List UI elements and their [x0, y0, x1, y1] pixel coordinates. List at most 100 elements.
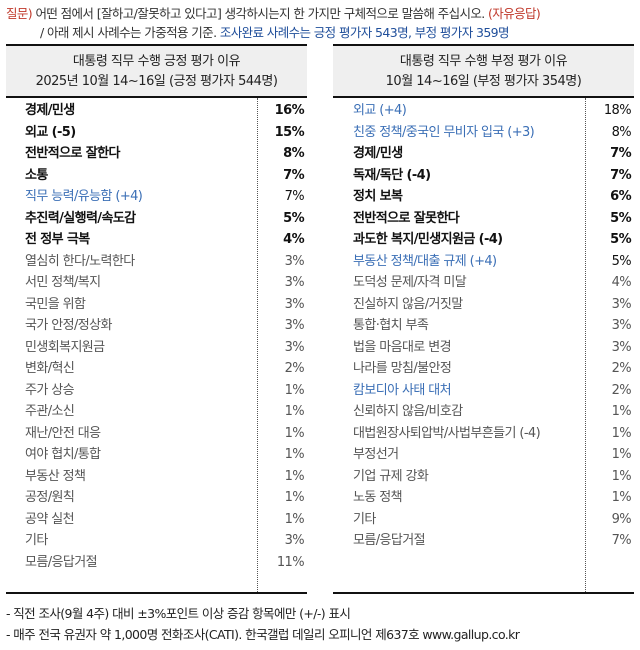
reason-percentage: 1% [611, 425, 632, 441]
reason-label: 기타 [353, 511, 376, 527]
table-row: 독재/독단 (-4) 7% [333, 165, 634, 187]
reason-percentage: 3% [284, 275, 305, 290]
table-row: 대법원장사퇴압박/사법부흔들기 (-4) 1% [333, 423, 634, 445]
reason-label: 전반적으로 잘한다 [25, 146, 120, 161]
table-row: 주가 상승 1% [6, 380, 307, 402]
reason-percentage: 2% [611, 361, 632, 376]
reason-percentage: 18% [603, 103, 632, 118]
reason-label: 외교 (-5) [25, 124, 76, 140]
reason-percentage: 2% [611, 382, 632, 398]
reason-percentage: 1% [611, 404, 632, 419]
reason-label: 모름/응답거절 [353, 533, 426, 548]
table-subtitle: 2025년 10월 14~16일 (긍정 평가자 544명) [35, 74, 278, 89]
reason-label: 기업 규제 강화 [353, 468, 429, 484]
reason-label: 친중 정책/중국인 무비자 입국 (+3) [353, 124, 535, 140]
reason-label: 대법원장사퇴압박/사법부흔들기 (-4) [353, 425, 541, 441]
table-row: 소통 7% [6, 165, 307, 187]
table-body: 경제/민생 16% 외교 (-5) 15% 전반적으로 잘한다 8% 소통 7% 직무 능력/유… [6, 98, 307, 594]
reason-percentage: 1% [611, 468, 632, 484]
footnote-source: - 매주 전국 유권자 약 1,000명 전화조사(CATI). 한국갤럽 데일… [6, 627, 520, 642]
reason-label: 직무 능력/유능함 (+4) [25, 189, 143, 204]
reason-label: 기타 [25, 533, 48, 548]
reason-label: 법을 마음대로 변경 [353, 339, 452, 355]
table-row: 모름/응답거절 11% [6, 552, 307, 574]
table-row: 외교 (-5) 15% [6, 122, 307, 144]
table-row: 과도한 복지/민생지원금 (-4) 5% [333, 229, 634, 251]
table-header: 대통령 직무 수행 부정 평가 이유 10월 14~16일 (부정 평가자 35… [333, 44, 634, 98]
table-row: 법을 마음대로 변경 3% [333, 337, 634, 359]
reason-label: 나라를 망침/불안정 [353, 361, 452, 376]
reason-label: 모름/응답거절 [25, 554, 98, 570]
table-row: 서민 정책/복지 3% [6, 272, 307, 294]
footnotes: - 직전 조사(9월 4주) 대비 ±3%포인트 이상 증감 항목에만 (+/-… [6, 603, 520, 645]
table-row: 전 정부 극복 4% [6, 229, 307, 251]
reason-percentage: 4% [283, 232, 304, 247]
table-row: 기타 9% [333, 509, 634, 531]
question-label: 질문) [6, 6, 33, 21]
reason-label: 추진력/실행력/속도감 [25, 210, 136, 226]
reason-label: 공약 실천 [25, 511, 75, 527]
reason-label: 여야 협치/통합 [25, 447, 101, 462]
reason-percentage: 7% [610, 146, 631, 161]
reason-percentage: 3% [611, 339, 632, 355]
table-body: 외교 (+4) 18% 친중 정책/중국인 무비자 입국 (+3) 8% 경제/민생 7%… [333, 98, 634, 594]
reason-label: 공정/원칙 [25, 490, 75, 505]
table-row: 주관/소신 1% [6, 401, 307, 423]
reason-label: 진실하지 않음/거짓말 [353, 296, 463, 312]
table-row: 신뢰하지 않음/비호감 1% [333, 401, 634, 423]
reason-percentage: 7% [610, 167, 631, 183]
reason-label: 노동 정책 [353, 490, 403, 505]
table-row: 민생회복지원금 3% [6, 337, 307, 359]
reason-percentage: 3% [284, 318, 305, 333]
reason-label: 캄보디아 사태 대처 [353, 382, 452, 398]
question-line-1: 질문) 어떤 점에서 [잘하고/잘못하고 있다고] 생각하시는지 한 가지만 구… [6, 4, 638, 23]
reason-label: 독재/독단 (-4) [353, 167, 431, 183]
table-row: 친중 정책/중국인 무비자 입국 (+3) 8% [333, 122, 634, 144]
reason-label: 주관/소신 [25, 404, 75, 419]
table-row: 전반적으로 잘한다 8% [6, 143, 307, 165]
reason-percentage: 1% [284, 468, 305, 484]
table-row: 재난/안전 대응 1% [6, 423, 307, 445]
reason-label: 과도한 복지/민생지원금 (-4) [353, 232, 503, 247]
reason-percentage: 3% [284, 253, 305, 269]
reason-label: 국민을 위함 [25, 296, 86, 312]
table-row: 부동산 정책/대출 규제 (+4) 5% [333, 251, 634, 273]
table-row: 여야 협치/통합 1% [6, 444, 307, 466]
reason-percentage: 7% [611, 533, 632, 548]
table-row: 변화/혁신 2% [6, 358, 307, 380]
reason-percentage: 4% [611, 275, 632, 290]
reason-label: 재난/안전 대응 [25, 425, 101, 441]
reason-label: 신뢰하지 않음/비호감 [353, 404, 463, 419]
table-row: 전반적으로 잘못한다 5% [333, 208, 634, 230]
table-row: 도덕성 문제/자격 미달 4% [333, 272, 634, 294]
reason-percentage: 9% [611, 511, 632, 527]
table-title: 대통령 직무 수행 긍정 평가 이유 [72, 54, 241, 69]
table-row: 직무 능력/유능함 (+4) 7% [6, 186, 307, 208]
reason-label: 변화/혁신 [25, 361, 75, 376]
reason-percentage: 2% [284, 361, 305, 376]
reason-percentage: 5% [610, 232, 631, 247]
table-subtitle: 10월 14~16일 (부정 평가자 354명) [385, 74, 582, 89]
reason-percentage: 1% [611, 490, 632, 505]
reason-label: 통합·협치 부족 [353, 318, 429, 333]
table-row: 공정/원칙 1% [6, 487, 307, 509]
reason-percentage: 5% [611, 253, 632, 269]
table-header: 대통령 직무 수행 긍정 평가 이유 2025년 10월 14~16일 (긍정 … [6, 44, 307, 98]
table-title: 대통령 직무 수행 부정 평가 이유 [399, 54, 568, 69]
table-row: 공약 실천 1% [6, 509, 307, 531]
table-row: 추진력/실행력/속도감 5% [6, 208, 307, 230]
reason-percentage: 8% [611, 124, 632, 140]
reason-percentage: 1% [284, 382, 305, 398]
reason-percentage: 3% [284, 533, 305, 548]
footnote-change-criteria: - 직전 조사(9월 4주) 대비 ±3%포인트 이상 증감 항목에만 (+/-… [6, 606, 351, 621]
reason-percentage: 1% [284, 425, 305, 441]
reason-percentage: 3% [611, 318, 632, 333]
reason-label: 주가 상승 [25, 382, 75, 398]
reason-percentage: 3% [611, 296, 632, 312]
column-divider [257, 98, 258, 592]
table-row: 부정선거 1% [333, 444, 634, 466]
question-line-2: / 아래 제시 사례수는 가중적용 기준. 조사완료 사례수는 긍정 평가자 5… [6, 23, 638, 42]
reason-label: 부동산 정책/대출 규제 (+4) [353, 253, 497, 269]
reason-label: 서민 정책/복지 [25, 275, 101, 290]
positive-reasons-table: 대통령 직무 수행 긍정 평가 이유 2025년 10월 14~16일 (긍정 … [6, 44, 307, 594]
